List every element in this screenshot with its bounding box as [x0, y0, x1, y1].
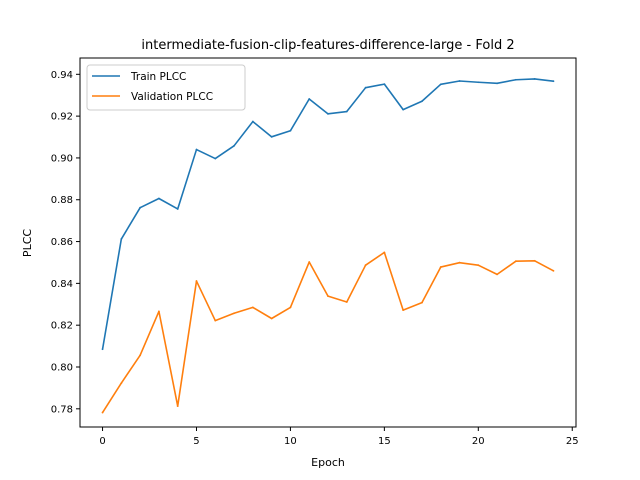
- x-tick-label: 5: [193, 436, 199, 447]
- legend-label: Validation PLCC: [131, 91, 213, 103]
- x-axis: 0 5 10 15 20 25: [99, 427, 579, 447]
- data-point: [514, 260, 517, 263]
- y-tick-label: 0.84: [51, 279, 73, 290]
- data-point: [176, 405, 179, 407]
- data-point: [477, 264, 480, 267]
- x-tick-label: 20: [472, 436, 485, 447]
- data-point: [345, 110, 348, 113]
- data-point: [552, 269, 555, 272]
- data-point: [195, 280, 198, 282]
- x-tick-label: 0: [99, 436, 105, 447]
- data-point: [251, 306, 254, 309]
- y-tick-label: 0.78: [51, 404, 73, 415]
- plot-frame: [79, 57, 577, 428]
- data-point: [214, 319, 217, 322]
- data-point: [439, 83, 442, 86]
- data-point: [158, 197, 160, 200]
- data-point: [289, 306, 292, 309]
- data-point: [214, 157, 217, 160]
- data-point: [233, 144, 235, 147]
- data-point: [139, 206, 142, 209]
- data-point: [364, 86, 367, 89]
- y-tick-label: 0.92: [51, 112, 73, 123]
- data-point: [308, 98, 311, 100]
- data-point: [477, 81, 480, 84]
- data-point: [139, 354, 142, 357]
- data-point: [345, 301, 348, 303]
- data-point: [251, 120, 254, 123]
- y-tick-label: 0.86: [51, 237, 73, 248]
- y-axis: 0.78 0.80 0.82 0.84 0.86 0.88 0.90 0.92 0.94: [51, 70, 80, 415]
- data-point: [383, 83, 386, 86]
- data-point: [364, 264, 367, 267]
- legend: Train PLCC Validation PLCC: [86, 64, 246, 111]
- y-tick-label: 0.90: [51, 153, 73, 164]
- x-axis-label: Epoch: [311, 456, 345, 469]
- legend-box: [86, 64, 246, 111]
- y-tick-label: 0.80: [51, 362, 73, 373]
- data-point: [120, 238, 123, 240]
- data-point: [233, 312, 235, 315]
- data-point: [402, 309, 405, 312]
- data-point: [327, 112, 329, 115]
- y-tick-label: 0.82: [51, 321, 73, 332]
- legend-label: Train PLCC: [130, 71, 186, 83]
- plot-area: [101, 78, 555, 414]
- data-point: [514, 78, 517, 81]
- data-point: [270, 135, 273, 138]
- data-point: [552, 80, 555, 83]
- chart-title: intermediate-fusion-clip-features-differ…: [141, 38, 514, 53]
- data-point: [270, 317, 273, 320]
- series-line-0: [101, 78, 554, 350]
- data-point: [458, 261, 461, 264]
- data-point: [421, 301, 423, 304]
- x-tick-label: 25: [566, 436, 579, 447]
- data-point: [421, 100, 423, 103]
- data-point: [158, 310, 160, 313]
- data-point: [533, 78, 536, 80]
- data-point: [289, 129, 292, 132]
- data-point: [176, 208, 179, 210]
- data-point: [308, 261, 311, 263]
- data-point: [439, 266, 442, 268]
- y-tick-label: 0.94: [51, 70, 73, 81]
- data-point: [101, 411, 104, 414]
- data-point: [195, 148, 198, 151]
- y-tick-label: 0.88: [51, 195, 73, 206]
- data-point: [496, 273, 498, 276]
- y-axis-label: PLCC: [21, 229, 34, 257]
- data-point: [101, 348, 104, 351]
- data-point: [533, 259, 536, 262]
- data-point: [496, 82, 498, 85]
- data-point: [383, 251, 386, 254]
- data-point: [120, 382, 123, 384]
- x-tick-label: 10: [284, 436, 297, 447]
- data-point: [458, 80, 461, 82]
- data-point: [402, 108, 405, 111]
- x-tick-label: 15: [378, 436, 391, 447]
- data-point: [327, 295, 329, 298]
- series-line-1: [101, 251, 554, 413]
